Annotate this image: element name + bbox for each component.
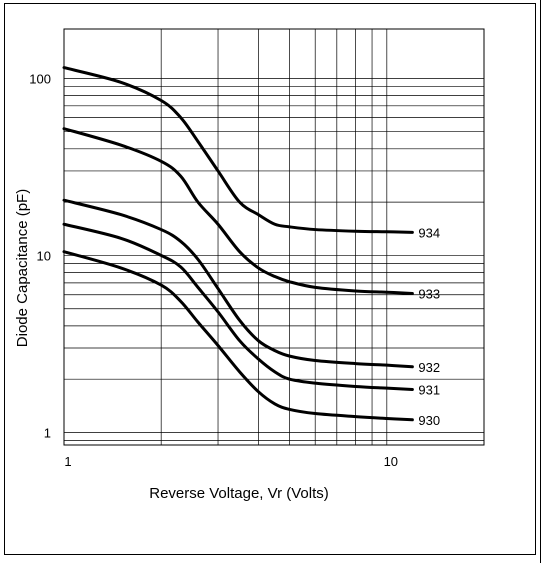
x-axis-title: Reverse Voltage, Vr (Volts) bbox=[149, 485, 329, 502]
series-line-932 bbox=[62, 198, 414, 369]
series-label-934: 934 bbox=[418, 225, 440, 240]
y-axis-title: Diode Capacitance (pF) bbox=[14, 189, 31, 347]
page-edge-line bbox=[540, 0, 541, 563]
x-tick-label: 10 bbox=[384, 454, 398, 469]
series-label-931: 931 bbox=[418, 382, 440, 397]
plot-area bbox=[63, 28, 485, 446]
tick-labels: 1 10 1 10 100 bbox=[29, 71, 398, 469]
figure-frame bbox=[4, 3, 536, 555]
series-label-932: 932 bbox=[418, 360, 440, 375]
series-line-934 bbox=[62, 66, 414, 234]
series-label-933: 933 bbox=[418, 286, 440, 301]
series-line-930 bbox=[62, 250, 414, 422]
series-curves bbox=[62, 66, 414, 422]
y-tick-label: 10 bbox=[37, 248, 51, 263]
series-labels: 934 933 932 931 930 bbox=[418, 225, 440, 427]
y-tick-label: 1 bbox=[44, 426, 51, 441]
series-label-930: 930 bbox=[418, 413, 440, 428]
series-line-933 bbox=[62, 127, 414, 295]
y-tick-label: 100 bbox=[29, 71, 51, 86]
x-tick-label: 1 bbox=[64, 454, 71, 469]
series-line-931 bbox=[62, 222, 414, 391]
